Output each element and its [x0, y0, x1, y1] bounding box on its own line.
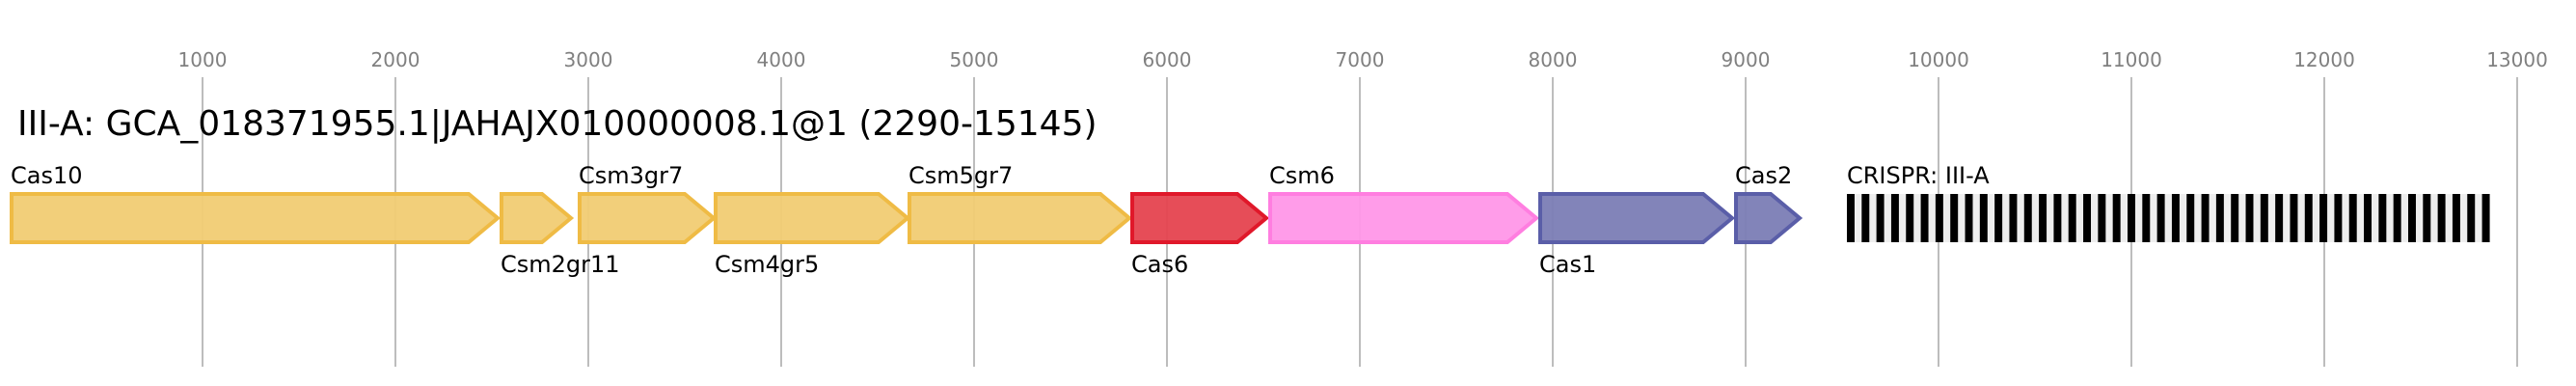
gene-csm2gr11[interactable]: Csm2gr11 [500, 192, 620, 278]
gene-arrow[interactable] [1130, 192, 1270, 244]
crispr-repeat [2290, 194, 2298, 242]
crispr-repeat [2378, 194, 2387, 242]
crispr-array[interactable]: CRISPR: III-A [1847, 162, 2490, 242]
crispr-repeat [2023, 194, 2032, 242]
crispr-repeat [2393, 194, 2401, 242]
gene-label: Cas10 [11, 162, 83, 189]
crispr-repeat [2407, 194, 2416, 242]
tick-label: 10000 [1908, 48, 1969, 71]
crispr-repeat [1950, 194, 1959, 242]
gene-label: Csm2gr11 [501, 251, 620, 278]
crispr-repeat [2437, 194, 2446, 242]
crispr-repeat [2467, 194, 2476, 242]
gene-cas2[interactable]: Cas2 [1734, 162, 1803, 244]
locus-title: III-A: GCA_018371955.1|JAHAJX010000008.1… [17, 104, 1098, 144]
crispr-repeat [2481, 194, 2490, 242]
gene-label: Csm4gr5 [715, 251, 819, 278]
gene-csm6[interactable]: Csm6 [1268, 162, 1540, 244]
gene-arrow[interactable] [714, 192, 911, 244]
gene-csm5gr7[interactable]: Csm5gr7 [908, 162, 1133, 244]
tick-label: 1000 [178, 48, 228, 71]
crispr-repeat [2423, 194, 2431, 242]
tick-label: 11000 [2101, 48, 2162, 71]
gene-arrow[interactable] [10, 192, 502, 244]
tick-label: 7000 [1336, 48, 1385, 71]
gene-arrow[interactable] [1734, 192, 1803, 244]
gene-arrow[interactable] [908, 192, 1133, 244]
crispr-repeat [2319, 194, 2328, 242]
crispr-repeat [2083, 194, 2092, 242]
tick-label: 5000 [950, 48, 999, 71]
crispr-repeat [1876, 194, 1885, 242]
crispr-repeat [2304, 194, 2313, 242]
crispr-repeat [2009, 194, 2018, 242]
gene-label: Cas6 [1131, 251, 1188, 278]
crispr-repeat [2068, 194, 2076, 242]
gene-arrow[interactable] [500, 192, 575, 244]
crispr-repeat [2275, 194, 2284, 242]
crispr-repeat [2039, 194, 2047, 242]
crispr-repeat [2260, 194, 2268, 242]
gene-label: Cas1 [1539, 251, 1596, 278]
crispr-repeat [2334, 194, 2343, 242]
gene-label: Csm5gr7 [908, 162, 1013, 189]
crispr-repeat [2098, 194, 2106, 242]
crispr-repeat [1994, 194, 2003, 242]
gene-arrow[interactable] [1538, 192, 1736, 244]
crispr-repeat [1861, 194, 1870, 242]
crispr-repeat [2142, 194, 2151, 242]
crispr-repeat [2112, 194, 2121, 242]
crispr-repeat [2053, 194, 2062, 242]
crispr-repeat [1847, 194, 1855, 242]
crispr-repeat [1935, 194, 1943, 242]
crispr-repeat [1890, 194, 1899, 242]
tick-label: 12000 [2293, 48, 2355, 71]
tick-label: 2000 [371, 48, 420, 71]
tick-label: 4000 [757, 48, 806, 71]
crispr-repeat [2245, 194, 2254, 242]
gene-label: Csm3gr7 [579, 162, 683, 189]
crispr-repeat [2215, 194, 2224, 242]
crispr-repeat [1906, 194, 1914, 242]
crispr-repeat [2186, 194, 2195, 242]
gene-csm3gr7[interactable]: Csm3gr7 [578, 162, 718, 244]
crispr-repeat [1920, 194, 1929, 242]
gene-cas1[interactable]: Cas1 [1538, 192, 1736, 278]
gene-track: Cas10 Csm2gr11 Csm3gr7 Csm4gr5 Csm5gr7 Cas6 Cs… [10, 162, 1803, 278]
crispr-repeat [2156, 194, 2165, 242]
crispr-repeat [2127, 194, 2135, 242]
crispr-repeat [2171, 194, 2180, 242]
gene-label: Cas2 [1735, 162, 1792, 189]
tick-label: 9000 [1722, 48, 1771, 71]
tick-label: 3000 [564, 48, 613, 71]
crispr-repeat [1965, 194, 1973, 242]
crispr-repeat [2364, 194, 2373, 242]
gene-arrow[interactable] [578, 192, 718, 244]
crispr-repeat [1979, 194, 1988, 242]
crispr-label: CRISPR: III-A [1847, 162, 1990, 189]
gene-cas10[interactable]: Cas10 [10, 162, 502, 244]
gene-csm4gr5[interactable]: Csm4gr5 [714, 192, 911, 278]
tick-label: 8000 [1529, 48, 1578, 71]
tick-label: 13000 [2486, 48, 2548, 71]
crispr-repeat [2452, 194, 2460, 242]
tick-label: 6000 [1143, 48, 1192, 71]
gene-cas6[interactable]: Cas6 [1130, 192, 1270, 278]
gene-label: Csm6 [1269, 162, 1335, 189]
crispr-repeat [2231, 194, 2239, 242]
crispr-repeat [2348, 194, 2357, 242]
crispr-repeat [2201, 194, 2210, 242]
gene-arrow[interactable] [1268, 192, 1540, 244]
